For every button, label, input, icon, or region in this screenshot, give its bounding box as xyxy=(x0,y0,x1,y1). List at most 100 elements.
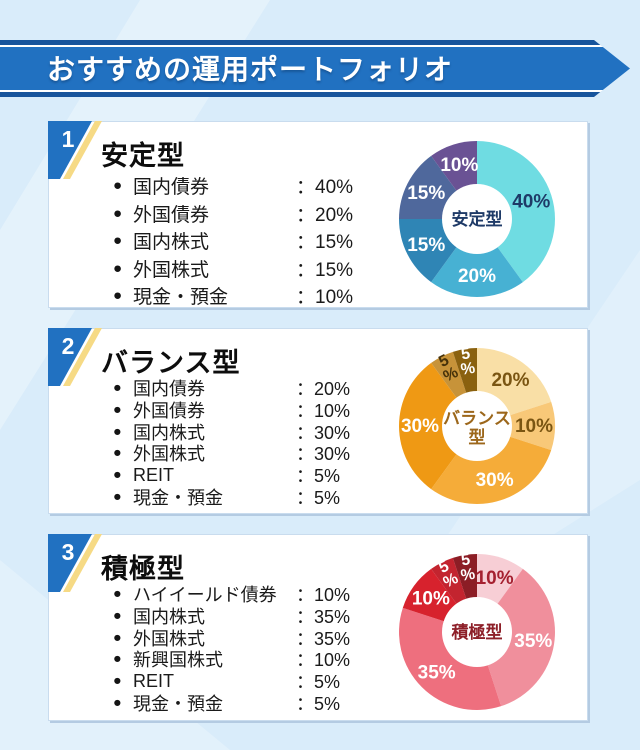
list-item: ● 国内債券 ：40% xyxy=(113,172,413,200)
donut-hole xyxy=(442,184,512,254)
list-item: ● 外国債券 ：20% xyxy=(113,200,413,228)
item-label: 国内債券 xyxy=(133,379,205,399)
bullet-icon: ● xyxy=(113,586,122,602)
donut-slice xyxy=(477,568,555,707)
corner-badge-2-icon xyxy=(48,328,102,386)
slice-label: 10% xyxy=(515,416,553,437)
donut-slice xyxy=(431,426,552,504)
item-value: ：40% xyxy=(296,177,354,199)
list-item: ● 現金・預金 ：10% xyxy=(113,282,413,310)
portfolio-card-balanced: 2 バランス型 ● 国内債券 ：20% ● 外国債券 ：10% ● 国内株式 ：30% ● 外国株式… xyxy=(48,328,588,514)
item-label: ハイイールド債券 xyxy=(133,585,277,605)
item-value: ：35% xyxy=(296,606,351,627)
donut-slice xyxy=(399,362,477,490)
bullet-icon: ● xyxy=(113,177,123,195)
item-value: ：30% xyxy=(296,422,351,443)
bullet-icon: ● xyxy=(113,694,122,711)
list-item: ● 新興国株式 ：10% xyxy=(113,646,413,670)
donut-center-label: 安定型 xyxy=(452,209,503,229)
item-label: 現金・預金 xyxy=(133,487,223,508)
slice-label: 10% xyxy=(476,568,514,589)
slice-label: 20% xyxy=(491,370,529,391)
donut-chart-balanced: 20% 10% 30% 30% 5% 5% バランス型 xyxy=(395,344,559,508)
item-label: 現金・預金 xyxy=(133,693,223,714)
card-title: 安定型 xyxy=(101,141,185,171)
donut-chart-aggressive: 10% 35% 35% 10% 5% 5% 積極型 xyxy=(395,550,559,714)
item-value: ：15% xyxy=(296,259,354,281)
donut-center-label: 型 xyxy=(469,427,486,447)
item-label: REIT xyxy=(133,670,175,691)
item-value: ：10% xyxy=(296,585,351,605)
item-value: ：15% xyxy=(296,232,354,254)
item-label: 新興国株式 xyxy=(133,650,223,671)
bullet-icon: ● xyxy=(113,607,122,624)
item-value: ：20% xyxy=(296,379,351,399)
list-item: ● 外国株式 ：30% xyxy=(113,440,413,464)
slice-label: 20% xyxy=(458,266,496,287)
list-item: ● ハイイールド債券 ：10% xyxy=(113,581,413,605)
card-number: 3 xyxy=(61,539,75,565)
item-label: 国内株式 xyxy=(133,422,205,443)
corner-badge-1-icon xyxy=(48,121,102,179)
allocation-list: ● ハイイールド債券 ：10% ● 国内株式 ：35% ● 外国株式 ：35% ● 新興国株式 ：10… xyxy=(113,581,413,714)
bullet-icon: ● xyxy=(113,259,123,277)
list-item: ● 国内債券 ：20% xyxy=(113,375,413,399)
portfolio-card-stable: 1 安定型 ● 国内債券 ：40% ● 外国債券 ：20% ● 国内株式 ：15% ● 外国株式 ：1… xyxy=(48,121,588,308)
item-label: 外国株式 xyxy=(133,444,205,465)
item-value: ：5% xyxy=(296,466,341,487)
list-item: ● 現金・預金 ：5% xyxy=(113,690,413,714)
donut-chart-stable: 40% 20% 15% 15% 10% 安定型 xyxy=(395,137,559,301)
item-value: ：10% xyxy=(296,400,351,421)
list-item: ● 外国株式 ：35% xyxy=(113,625,413,649)
list-item: ● 国内株式 ：30% xyxy=(113,419,413,443)
donut-slice xyxy=(431,219,523,297)
card-title: 積極型 xyxy=(101,554,185,584)
item-label: 外国株式 xyxy=(133,259,210,281)
item-label: 外国債券 xyxy=(133,204,210,226)
list-item: ● 現金・預金 ：5% xyxy=(113,484,413,508)
card-number: 2 xyxy=(61,333,75,359)
slice-label: 30% xyxy=(476,470,514,491)
slice-label: 40% xyxy=(512,191,550,212)
slice-label: 15% xyxy=(407,183,445,204)
slice-label: 10% xyxy=(412,588,450,609)
bullet-icon: ● xyxy=(113,651,122,668)
item-value: ：5% xyxy=(296,672,341,693)
slice-label: 5% xyxy=(457,551,476,585)
card-number: 1 xyxy=(61,126,75,152)
donut-center-label: 積極型 xyxy=(452,622,503,642)
bullet-icon: ● xyxy=(113,467,122,484)
item-value: ：30% xyxy=(296,444,351,465)
list-item: ● 国内株式 ：15% xyxy=(113,227,413,255)
bullet-icon: ● xyxy=(113,673,122,690)
list-item: ● REIT ：5% xyxy=(113,668,413,693)
bullet-icon: ● xyxy=(113,401,122,418)
item-label: 現金・預金 xyxy=(133,287,229,309)
item-label: 外国債券 xyxy=(133,400,205,421)
slice-label: 5% xyxy=(457,345,476,379)
card-title: バランス型 xyxy=(101,348,241,378)
list-item: ● 外国株式 ：15% xyxy=(113,255,413,283)
bullet-icon: ● xyxy=(113,629,122,646)
slice-label: 35% xyxy=(418,662,456,683)
bullet-icon: ● xyxy=(113,423,122,440)
donut-slice xyxy=(477,401,555,451)
portfolio-card-aggressive: 3 積極型 ● ハイイールド債券 ：10% ● 国内株式 ：35% ● 外国株式 ：35% ● 新興… xyxy=(48,534,588,721)
donut-hole xyxy=(442,391,512,461)
item-value: ：10% xyxy=(296,287,354,309)
item-label: REIT xyxy=(133,464,175,485)
list-item: ● 外国債券 ：10% xyxy=(113,397,413,421)
slice-label: 15% xyxy=(407,235,445,256)
item-value: ：20% xyxy=(296,204,354,226)
header-banner: おすすめの運用ポートフォリオ xyxy=(0,40,630,97)
list-item: ● REIT ：5% xyxy=(113,462,413,487)
item-label: 国内株式 xyxy=(133,232,210,254)
item-label: 国内株式 xyxy=(133,606,205,627)
page-title: おすすめの運用ポートフォリオ xyxy=(47,53,454,85)
bullet-icon: ● xyxy=(113,287,123,305)
bullet-icon: ● xyxy=(113,445,122,462)
bullet-icon: ● xyxy=(113,488,122,505)
item-value: ：10% xyxy=(296,650,351,671)
bullet-icon: ● xyxy=(113,232,123,250)
